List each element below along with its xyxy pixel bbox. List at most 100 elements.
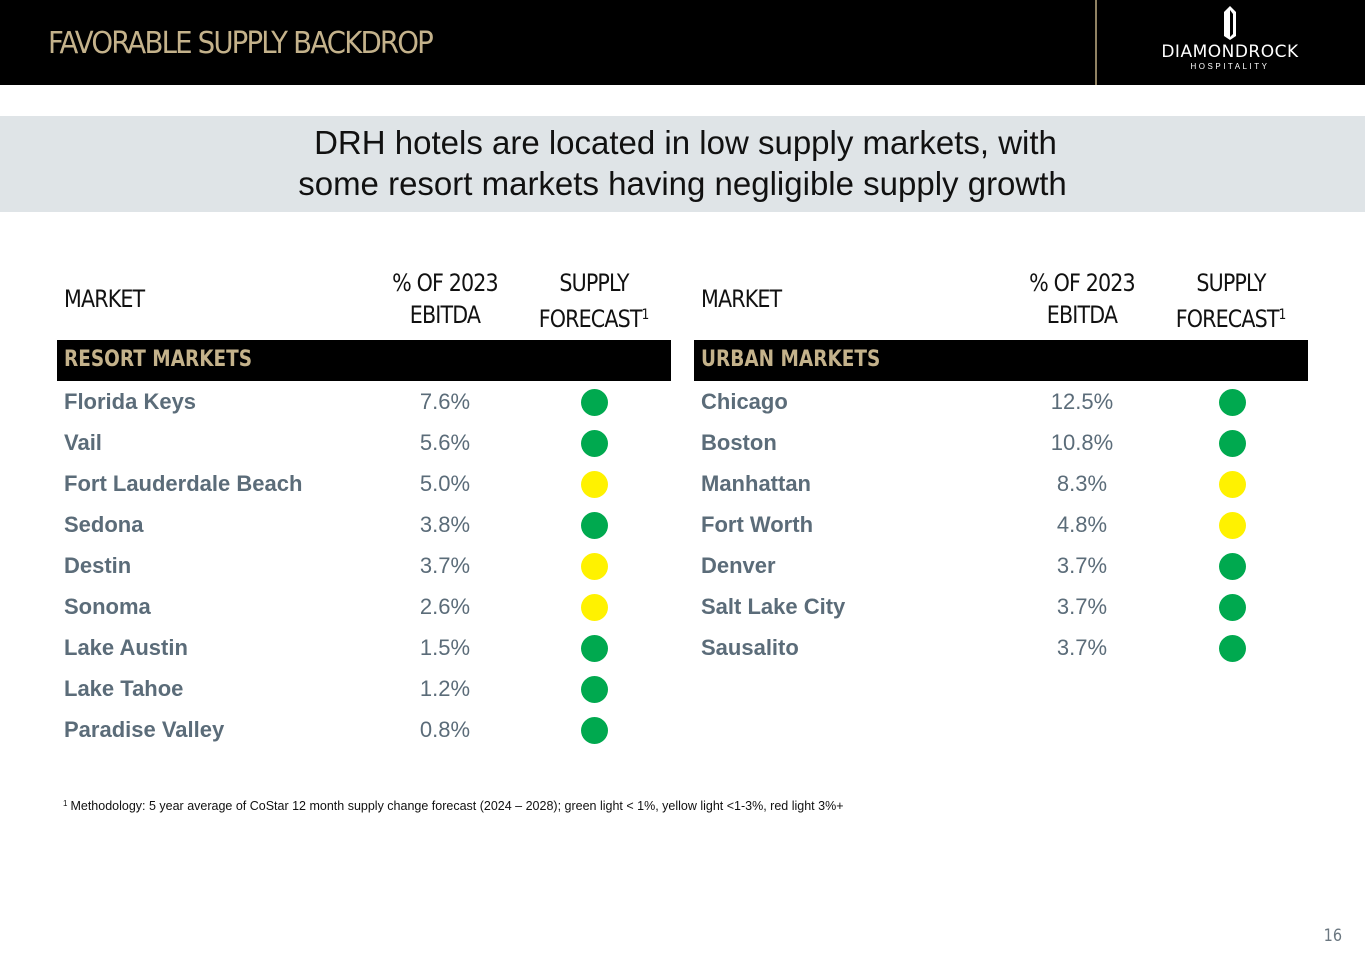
logo-subtitle: HOSPITALITY <box>1190 62 1270 71</box>
ebitda-percent: 10.8% <box>1050 430 1114 455</box>
ebitda-column-header: % OF 2023 EBITDA <box>1022 267 1142 331</box>
table-row: Salt Lake City 3.7% <box>694 586 1308 627</box>
yellow-light-icon <box>1219 512 1246 539</box>
table-row: Paradise Valley 0.8% <box>57 709 671 750</box>
table-row: Vail 5.6% <box>57 422 671 463</box>
ebitda-percent: 5.6% <box>419 430 471 455</box>
market-name: Sonoma <box>64 594 151 619</box>
market-name: Sedona <box>64 512 144 537</box>
urban-markets-table: MARKET % OF 2023 EBITDA SUPPLY FORECAST1… <box>694 260 1308 668</box>
ebitda-header-line-2: EBITDA <box>1046 301 1118 329</box>
footnote-marker: 1 <box>1278 307 1287 323</box>
yellow-light-icon <box>581 471 608 498</box>
header-divider <box>1095 0 1097 85</box>
table-row: Chicago 12.5% <box>694 381 1308 422</box>
table-row: Fort Worth 4.8% <box>694 504 1308 545</box>
resort-rows: Florida Keys 7.6% Vail 5.6% Fort Lauderdale … <box>57 381 671 750</box>
summary-banner: DRH hotels are located in low supply mar… <box>0 116 1365 212</box>
diamondrock-logo: DIAMONDROCK HOSPITALITY <box>1140 6 1320 76</box>
supply-header-line-1: SUPPLY <box>559 269 629 297</box>
header-bar: FAVORABLE SUPPLY BACKDROP DIAMONDROCK HO… <box>0 0 1365 85</box>
page-title: FAVORABLE SUPPLY BACKDROP <box>48 26 434 61</box>
footnote-number: 1 <box>63 799 68 808</box>
green-light-icon <box>581 717 608 744</box>
table-row: Sonoma 2.6% <box>57 586 671 627</box>
market-name: Chicago <box>701 389 788 414</box>
ebitda-percent: 1.2% <box>419 676 471 701</box>
ebitda-header-line-1: % OF 2023 <box>392 269 499 297</box>
ebitda-header-line-2: EBITDA <box>409 301 481 329</box>
green-light-icon <box>1219 635 1246 662</box>
green-light-icon <box>581 676 608 703</box>
table-row: Boston 10.8% <box>694 422 1308 463</box>
ebitda-percent: 1.5% <box>419 635 471 660</box>
ebitda-percent: 3.8% <box>419 512 471 537</box>
ebitda-percent: 3.7% <box>419 553 471 578</box>
table-header: MARKET % OF 2023 EBITDA SUPPLY FORECAST1 <box>57 260 671 340</box>
green-light-icon <box>1219 430 1246 457</box>
table-row: Sedona 3.8% <box>57 504 671 545</box>
yellow-light-icon <box>1219 471 1246 498</box>
green-light-icon <box>1219 553 1246 580</box>
ebitda-percent: 3.7% <box>1056 594 1108 619</box>
urban-section-bar: URBAN MARKETS <box>694 340 1308 381</box>
market-name: Fort Worth <box>701 512 814 537</box>
footnote-text: Methodology: 5 year average of CoStar 12… <box>70 799 844 813</box>
table-row: Florida Keys 7.6% <box>57 381 671 422</box>
ebitda-percent: 4.8% <box>1056 512 1108 537</box>
green-light-icon <box>581 389 608 416</box>
supply-header-word: FORECAST <box>1175 305 1280 333</box>
table-row: Fort Lauderdale Beach 5.0% <box>57 463 671 504</box>
footnote-marker: 1 <box>641 307 650 323</box>
supply-column-header: SUPPLY FORECAST1 <box>530 267 659 335</box>
footnote: 1 Methodology: 5 year average of CoStar 1… <box>63 799 844 813</box>
green-light-icon <box>1219 389 1246 416</box>
table-header: MARKET % OF 2023 EBITDA SUPPLY FORECAST1 <box>694 260 1308 340</box>
supply-column-header: SUPPLY FORECAST1 <box>1167 267 1296 335</box>
supply-header-line-2: FORECAST1 <box>1167 299 1296 335</box>
logo-name: DIAMONDROCK <box>1161 42 1299 62</box>
ebitda-percent: 5.0% <box>419 471 471 496</box>
ebitda-percent: 2.6% <box>419 594 471 619</box>
diamond-mark-icon <box>1224 6 1236 40</box>
market-name: Paradise Valley <box>64 717 225 742</box>
market-name: Fort Lauderdale Beach <box>64 471 303 496</box>
banner-line-2: some resort markets having negligible su… <box>298 165 1067 202</box>
market-column-header: MARKET <box>701 285 782 313</box>
yellow-light-icon <box>581 553 608 580</box>
market-name: Destin <box>64 553 132 578</box>
market-column-header: MARKET <box>64 285 145 313</box>
table-row: Lake Tahoe 1.2% <box>57 668 671 709</box>
market-name: Denver <box>701 553 776 578</box>
ebitda-percent: 7.6% <box>419 389 471 414</box>
resort-section-bar: RESORT MARKETS <box>57 340 671 381</box>
ebitda-percent: 12.5% <box>1050 389 1114 414</box>
banner-line-1: DRH hotels are located in low supply mar… <box>314 124 1057 161</box>
resort-section-label: RESORT MARKETS <box>64 347 253 372</box>
green-light-icon <box>581 430 608 457</box>
table-row: Sausalito 3.7% <box>694 627 1308 668</box>
table-row: Denver 3.7% <box>694 545 1308 586</box>
market-name: Manhattan <box>701 471 811 496</box>
urban-section-label: URBAN MARKETS <box>701 347 881 372</box>
market-name: Vail <box>64 430 102 455</box>
supply-header-line-1: SUPPLY <box>1196 269 1266 297</box>
supply-header-line-2: FORECAST1 <box>530 299 659 335</box>
ebitda-column-header: % OF 2023 EBITDA <box>385 267 505 331</box>
market-name: Florida Keys <box>64 389 197 414</box>
market-name: Salt Lake City <box>701 594 846 619</box>
green-light-icon <box>581 512 608 539</box>
resort-markets-table: MARKET % OF 2023 EBITDA SUPPLY FORECAST1… <box>57 260 671 750</box>
ebitda-percent: 3.7% <box>1056 635 1108 660</box>
supply-header-word: FORECAST <box>538 305 643 333</box>
page-number: 16 <box>1323 926 1343 946</box>
green-light-icon <box>1219 594 1246 621</box>
ebitda-percent: 8.3% <box>1056 471 1108 496</box>
market-name: Lake Austin <box>64 635 188 660</box>
table-row: Manhattan 8.3% <box>694 463 1308 504</box>
market-name: Boston <box>701 430 777 455</box>
market-name: Sausalito <box>701 635 799 660</box>
market-name: Lake Tahoe <box>64 676 184 701</box>
green-light-icon <box>581 635 608 662</box>
table-row: Lake Austin 1.5% <box>57 627 671 668</box>
